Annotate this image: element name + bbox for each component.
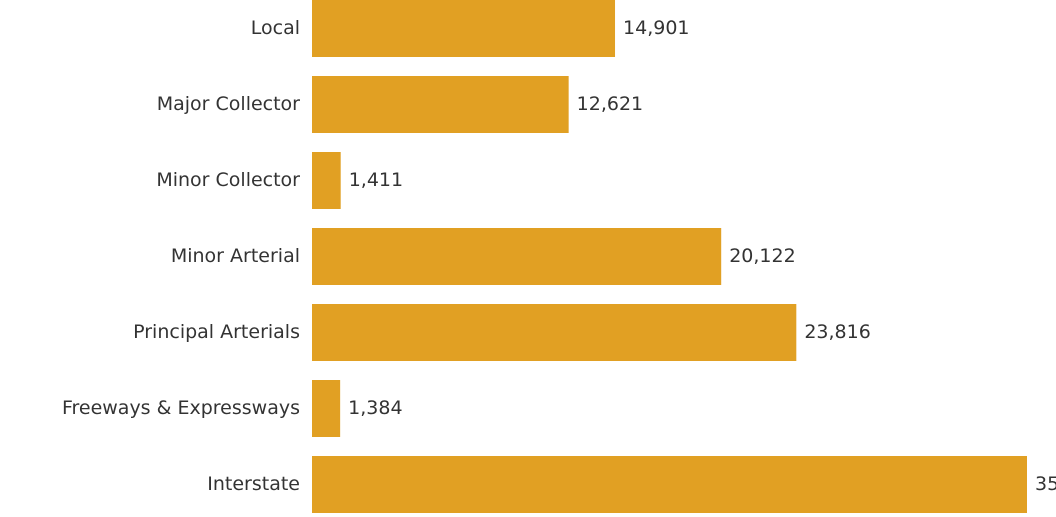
bar [312,228,722,285]
value-label: 1,384 [348,397,402,419]
category-label: Major Collector [157,93,300,115]
category-label: Local [251,17,300,39]
bar [312,76,569,133]
value-label: 14,901 [623,17,689,39]
value-label: 20,122 [729,245,795,267]
category-label: Interstate [207,473,300,495]
value-label: 12,621 [577,93,643,115]
bar [312,380,341,437]
bar [312,152,341,209]
category-label: Principal Arterials [133,321,300,343]
bar [312,0,616,57]
value-label: 35 [1035,473,1056,495]
bar [312,456,1027,513]
category-label: Minor Arterial [171,245,300,267]
bar [312,304,797,361]
value-label: 1,411 [349,169,403,191]
category-label: Freeways & Expressways [62,397,300,419]
category-label: Minor Collector [156,169,300,191]
value-label: 23,816 [804,321,870,343]
